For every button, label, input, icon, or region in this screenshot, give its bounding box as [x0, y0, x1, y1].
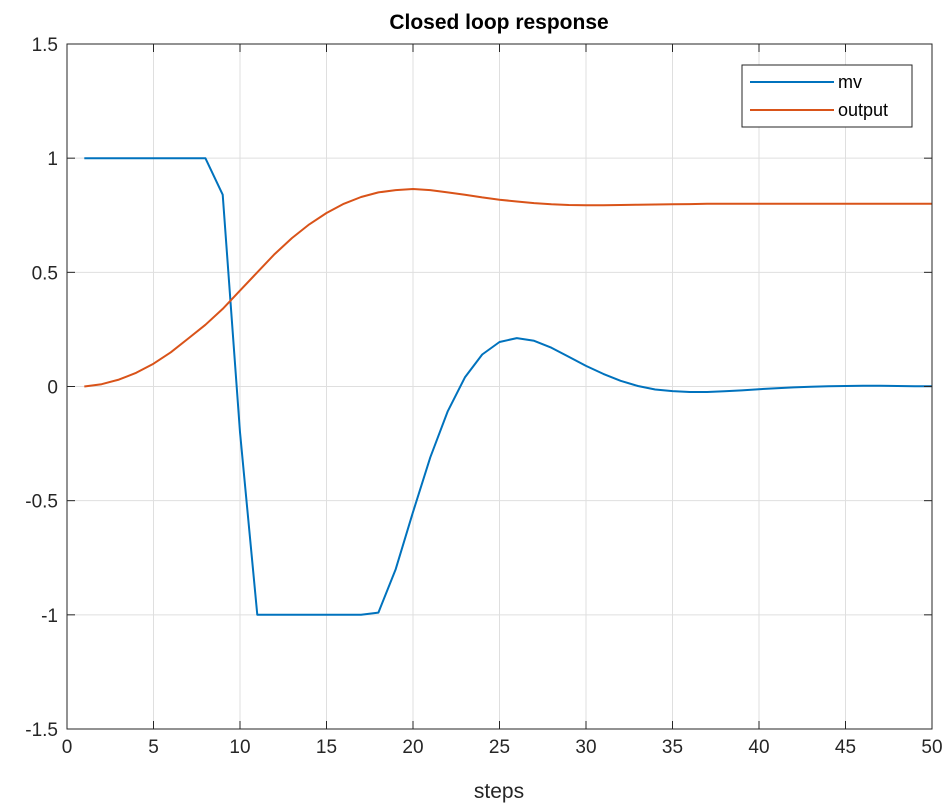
- y-tick-label: 0.5: [32, 263, 58, 284]
- series-line-mv: [84, 157, 932, 616]
- x-tick-label: 20: [402, 737, 423, 758]
- series-line-output: [84, 188, 932, 388]
- x-axis-label: steps: [474, 780, 524, 803]
- chart-title: Closed loop response: [389, 11, 608, 34]
- y-tick-label: -1: [41, 606, 58, 627]
- x-tick-label: 45: [835, 737, 856, 758]
- x-tick-label: 40: [748, 737, 769, 758]
- ticks: 0 5 10 15 20 25 30 35 40 45 50 -1.5 -1 -0.5 0 0.5 1 1.5: [25, 35, 942, 758]
- x-tick-label: 35: [662, 737, 683, 758]
- legend-label-output: output: [838, 100, 888, 120]
- y-tick-label: 1.5: [32, 35, 58, 56]
- legend: mv output: [741, 64, 913, 128]
- x-tick-label: 30: [575, 737, 596, 758]
- y-tick-label: 1: [47, 149, 58, 170]
- x-tick-label: 25: [489, 737, 510, 758]
- y-tick-label: 0: [47, 378, 58, 399]
- y-tick-label: -1.5: [25, 720, 58, 741]
- x-tick-label: 0: [62, 737, 73, 758]
- legend-box: [741, 64, 913, 128]
- y-tick-label: -0.5: [25, 492, 58, 513]
- x-tick-label: 15: [316, 737, 337, 758]
- legend-label-mv: mv: [838, 72, 862, 92]
- series-layer: [84, 157, 932, 616]
- x-tick-label: 5: [148, 737, 159, 758]
- x-tick-label: 50: [921, 737, 942, 758]
- x-tick-label: 10: [229, 737, 250, 758]
